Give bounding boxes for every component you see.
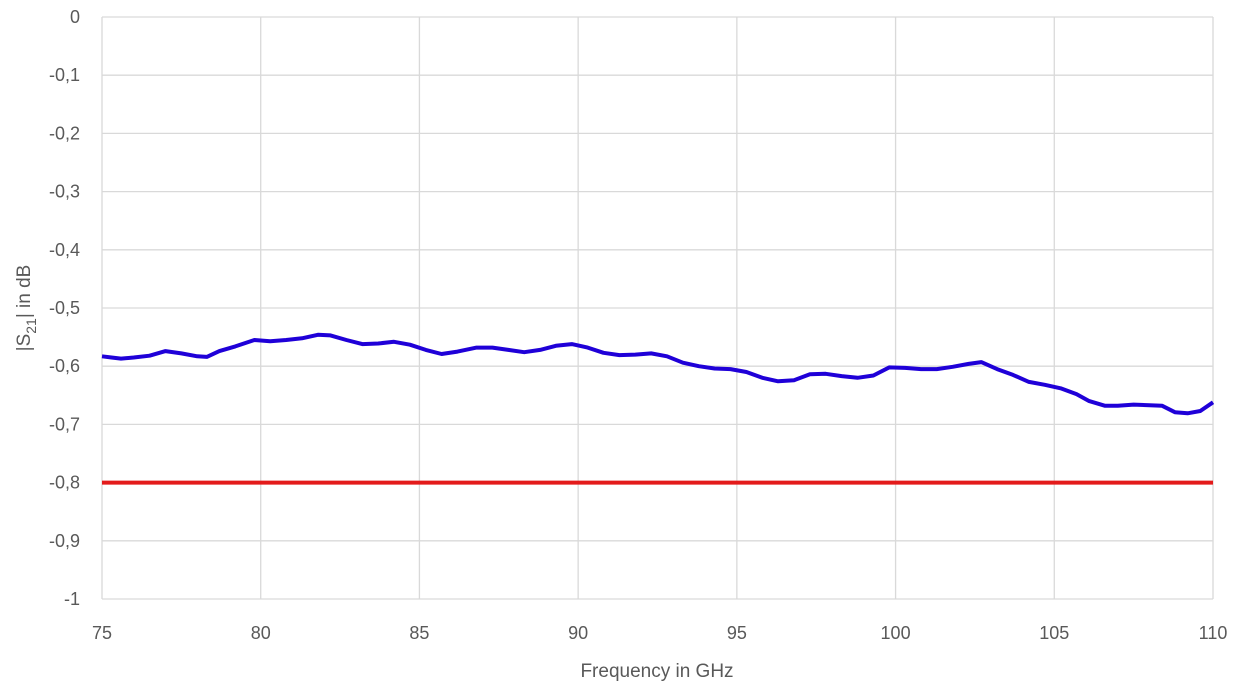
- x-tick-label: 90: [568, 623, 588, 643]
- y-tick-label: -0,7: [49, 414, 80, 434]
- y-tick-label: -0,1: [49, 65, 80, 85]
- y-tick-label: -0,2: [49, 123, 80, 143]
- x-tick-label: 100: [881, 623, 911, 643]
- y-tick-label: -0,6: [49, 356, 80, 376]
- y-tick-label: -0,5: [49, 298, 80, 318]
- x-tick-label: 80: [251, 623, 271, 643]
- x-tick-label: 85: [409, 623, 429, 643]
- y-tick-label: 0: [70, 7, 80, 27]
- y-axis-title: |S21| in dB: [14, 265, 39, 352]
- y-tick-label: -1: [64, 589, 80, 609]
- x-tick-label: 105: [1039, 623, 1069, 643]
- series-group: [101, 332, 1215, 485]
- x-tick-labels: 75 80 85 90 95 100 105 110: [92, 623, 1227, 643]
- x-tick-label: 75: [92, 623, 112, 643]
- y-tick-label: -0,9: [49, 531, 80, 551]
- y-axis-title-suffix: | in dB: [14, 265, 35, 319]
- s21-series-line: [101, 332, 1215, 416]
- y-axis-title-subscript: 21: [23, 318, 39, 334]
- y-tick-label: -0,4: [49, 240, 80, 260]
- y-axis-title-prefix: |S: [14, 334, 35, 352]
- x-tick-label: 110: [1199, 623, 1228, 643]
- y-tick-label: -0,3: [49, 182, 80, 202]
- gridlines: [101, 16, 1214, 600]
- y-tick-label: -0,8: [49, 473, 80, 493]
- y-tick-labels: 0 -0,1 -0,2 -0,3 -0,4 -0,5 -0,6 -0,7 -0,8 -0,9 -1: [49, 7, 80, 609]
- x-axis-title: Frequency in GHz: [580, 661, 733, 682]
- x-tick-label: 95: [727, 623, 747, 643]
